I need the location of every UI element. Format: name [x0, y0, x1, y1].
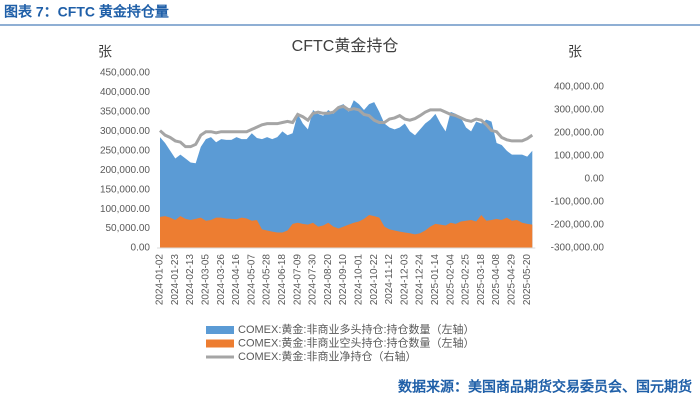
x-tick-label: 2024-12-03 — [399, 254, 410, 306]
x-tick-label: 2025-04-29 — [507, 254, 518, 306]
y-tick-label: 350,000.00 — [100, 107, 150, 118]
x-tick-label: 2024-07-09 — [292, 254, 303, 306]
header: 图表 7：CFTC 黄金持仓量 — [4, 4, 169, 20]
x-tick-label: 2025-02-25 — [461, 254, 472, 306]
source: 数据来源：美国商品期货交易委员会、国元期货 — [398, 379, 692, 395]
legend-swatch — [206, 326, 234, 334]
y-tick-label: 150,000.00 — [100, 184, 150, 195]
y2-tick-label: 300,000.00 — [554, 104, 604, 115]
x-tick-label: 2025-04-08 — [491, 254, 502, 306]
x-tick-label: 2024-05-28 — [262, 254, 273, 306]
line — [158, 104, 534, 149]
y2-tick-label: 400,000.00 — [554, 81, 604, 92]
y-tick-label: 250,000.00 — [100, 145, 150, 156]
y2-tick-label: -100,000.00 — [551, 197, 605, 208]
x-tick-label: 2025-03-18 — [476, 254, 487, 306]
y-tick-label: 200,000.00 — [100, 165, 150, 176]
legend-label: COMEX:黄金:非商业空头持仓:持仓数量（左轴） — [238, 335, 475, 349]
y-tick-label: 400,000.00 — [100, 87, 150, 98]
area — [160, 214, 533, 248]
legend-label: COMEX:黄金:非商业多头持仓:持仓数量（左轴） — [238, 322, 475, 336]
y2-tick-label: 100,000.00 — [554, 151, 604, 162]
x-tick-label: 2024-12-24 — [415, 254, 426, 306]
x-tick-label: 2024-04-16 — [231, 254, 242, 306]
x-tick-label: 2024-10-01 — [354, 254, 365, 306]
legend-label: COMEX:黄金:非商业净持仓（右轴） — [238, 349, 416, 363]
y2-axis-label: 张 — [568, 44, 582, 60]
y-tick-label: 50,000.00 — [106, 223, 151, 234]
x-tick-label: 2024-05-07 — [246, 254, 257, 306]
y-tick-label: 450,000.00 — [100, 68, 150, 79]
y-tick-label: 0.00 — [131, 243, 151, 254]
x-tick-label: 2024-09-10 — [338, 254, 349, 306]
x-tick-label: 2025-05-20 — [522, 254, 533, 306]
chart-title: CFTC黄金持仓 — [292, 37, 399, 55]
x-tick-label: 2024-01-23 — [170, 254, 181, 306]
x-tick-label: 2024-01-02 — [155, 254, 166, 306]
x-tick-label: 2024-08-20 — [323, 254, 334, 306]
y2-tick-label: -200,000.00 — [551, 220, 605, 231]
x-tick-label: 2024-11-12 — [384, 254, 395, 305]
x-tick-label: 2025-02-04 — [445, 254, 456, 306]
x-tick-label: 2024-03-05 — [201, 254, 212, 306]
legend-swatch — [206, 339, 234, 348]
x-tick-label: 2024-02-13 — [185, 254, 196, 306]
x-tick-label: 2024-06-18 — [277, 254, 288, 306]
y2-tick-label: 200,000.00 — [554, 128, 604, 139]
y2-tick-label: 0.00 — [585, 174, 605, 185]
x-tick-label: 2025-01-14 — [430, 254, 441, 306]
y-axis-label: 张 — [98, 44, 112, 60]
area — [160, 100, 533, 248]
x-tick-label: 2024-03-26 — [216, 254, 227, 306]
y-tick-label: 300,000.00 — [100, 126, 150, 137]
y-tick-label: 100,000.00 — [100, 204, 150, 215]
y2-tick-label: -300,000.00 — [551, 243, 605, 254]
x-tick-label: 2024-07-30 — [308, 254, 319, 306]
x-tick-label: 2024-10-22 — [369, 254, 380, 306]
